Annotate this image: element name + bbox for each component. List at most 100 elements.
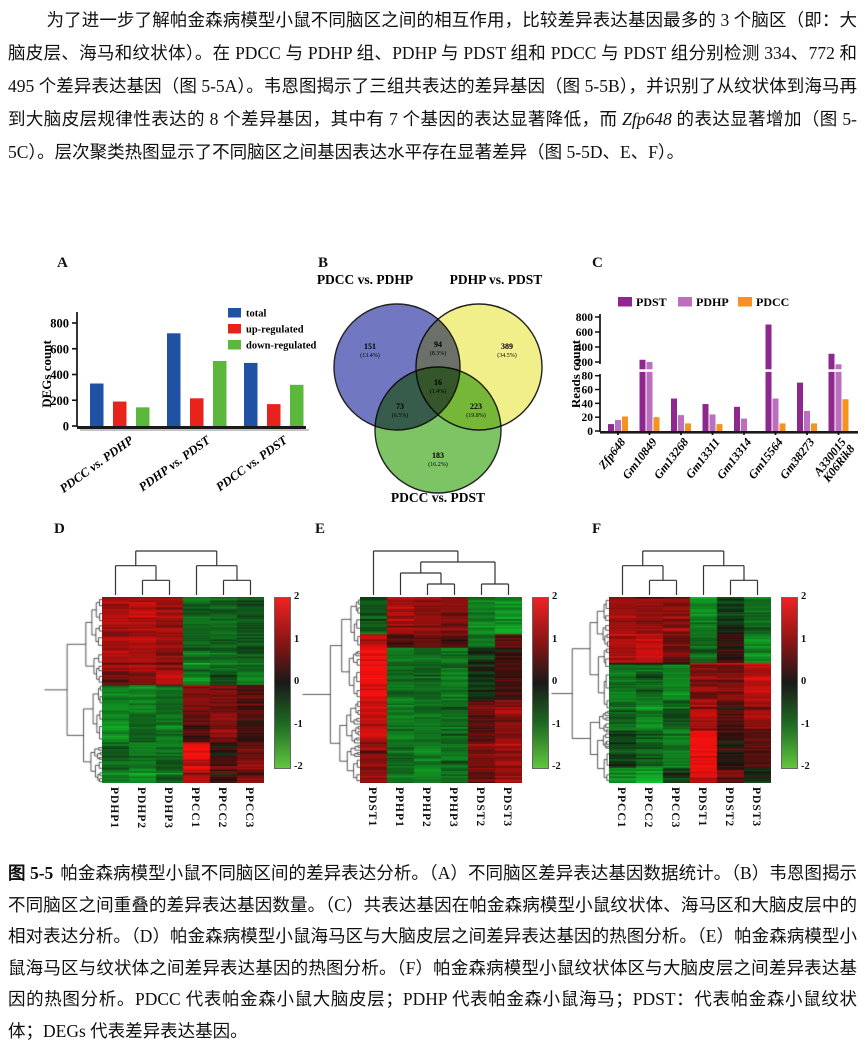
y-tick-label: 400 xyxy=(50,368,69,382)
panel-e: E 2 1 0 -1 -2 PDST1 PPHP1 PPHP2 PPHP3 PDST2 PDST3 xyxy=(288,515,561,863)
panel-e-letter: E xyxy=(315,521,326,537)
bar-total xyxy=(90,383,104,426)
figure-caption: 图 5-5 帕金森病模型小鼠不同脑区间的差异表达分析。（A）不同脑区差异表达基因数… xyxy=(8,858,857,1048)
panel-a-bar-chart: 0 200 400 600 800 DEGs count PDCC vs. PDHP PDHP… xyxy=(39,308,317,496)
venn-set-circle xyxy=(374,366,502,494)
heatmap-column-label: PPCC3 xyxy=(669,787,681,829)
bar-PDHP xyxy=(678,415,684,431)
heatmap-column-label: PDST2 xyxy=(474,787,486,828)
venn-region-count: 73 xyxy=(396,402,404,411)
bar-PDCC xyxy=(842,399,849,431)
panel-d-colorbar xyxy=(274,597,291,769)
heatmap-column-label: PDHP1 xyxy=(108,787,120,830)
colorbar-tick-label: 1 xyxy=(801,633,807,645)
panel-e-row-dendrogram xyxy=(300,597,360,783)
bar-PDCC xyxy=(779,423,786,431)
bar-up-regulated xyxy=(113,401,127,426)
legend-swatch xyxy=(228,340,241,350)
legend-label: total xyxy=(246,309,266,320)
bar-down-regulated xyxy=(290,384,304,426)
venn-region-percent: (13.4%) xyxy=(360,352,380,359)
colorbar-tick-label: -2 xyxy=(294,761,303,772)
caption-label: 图 5-5 xyxy=(8,863,54,883)
heatmap-column-label: PPHP2 xyxy=(420,787,432,828)
y-tick-label: 200 xyxy=(50,394,69,408)
bar-PDCC xyxy=(811,423,817,431)
x-axis-shadow xyxy=(80,429,309,431)
heatmap-column-label: PPCC3 xyxy=(243,787,255,829)
venn-region-percent: (34.5%) xyxy=(497,352,517,359)
venn-region-percent: (16.2%) xyxy=(428,461,448,468)
venn-circles xyxy=(333,303,543,494)
legend-label: PDCC xyxy=(756,295,789,309)
heatmap-column-label: PDST1 xyxy=(696,787,708,828)
venn-region-count: 223 xyxy=(470,402,482,411)
heatmap-column-label: PPCC2 xyxy=(642,787,654,829)
bar-PDHP xyxy=(646,362,653,431)
bar-PDHP xyxy=(835,364,842,431)
legend-swatch xyxy=(228,324,241,334)
y-tick-label: 800 xyxy=(50,317,69,331)
bar-down-regulated xyxy=(213,360,227,426)
panel-f-heatmap xyxy=(609,597,771,783)
colorbar-tick-label: 1 xyxy=(294,633,300,645)
bar-PDCC xyxy=(622,416,628,431)
figure-5-5: A 0 200 400 600 800 DEGs count PDCC vs. PDHP PD… xyxy=(39,250,865,863)
colorbar-tick-label: -1 xyxy=(801,718,810,730)
venn-region-count: 16 xyxy=(434,378,442,387)
heatmap-column-label: PPHP3 xyxy=(447,787,459,828)
bar-PDST xyxy=(671,398,677,431)
venn-set-title: PDCC vs. PDHP xyxy=(317,272,413,287)
colorbar-tick-label: 0 xyxy=(801,676,807,687)
heatmap-column-label: PPCC1 xyxy=(189,787,201,829)
colorbar-tick-label: 2 xyxy=(552,591,557,603)
panel-d-column-dendrogram xyxy=(114,550,252,595)
heatmap-column-label: PDST1 xyxy=(366,787,378,828)
panel-d-row-dendrogram xyxy=(42,597,102,783)
intro-text-2: 的表达显著增加（图 5-5C）。层次聚类热图显示了不同脑区之间基因表达水平存在显… xyxy=(8,108,858,162)
venn-region-count: 151 xyxy=(364,342,376,351)
bar-PDHP xyxy=(709,414,716,431)
legend-label: down-regulated xyxy=(246,341,317,352)
legend-label: PDST xyxy=(636,295,667,309)
bar-PDST xyxy=(608,424,614,431)
bar-total xyxy=(167,333,181,426)
legend-swatch xyxy=(618,297,632,307)
x-category-label: PDCC vs. PDST xyxy=(213,432,291,494)
x-axis xyxy=(77,426,306,429)
venn-region-count: 183 xyxy=(432,451,444,460)
legend-label: PDHP xyxy=(696,295,729,309)
legend-swatch xyxy=(228,308,241,318)
y-tick-label: 20 xyxy=(582,412,594,424)
panel-e-column-dendrogram xyxy=(372,550,510,595)
legend-swatch xyxy=(678,297,692,307)
panel-c: C 200 400 600 800 0 20 40 60 80 Reads count PDST PD… xyxy=(568,250,865,518)
bar-PDHP xyxy=(741,418,747,431)
axis-break-gap xyxy=(639,369,646,372)
panel-a-y-axis-title: DEGs count xyxy=(39,340,54,408)
venn-region-count: 94 xyxy=(434,340,442,349)
x-category-label: A330015K06Rik8 xyxy=(810,435,857,486)
y-tick-label: 40 xyxy=(582,398,594,410)
bar-PDST xyxy=(765,324,772,431)
panel-c-letter: C xyxy=(592,255,603,271)
colorbar-tick-label: 0 xyxy=(294,676,300,687)
caption-text: 帕金森病模型小鼠不同脑区间的差异表达分析。（A）不同脑区差异表达基因数据统计。（… xyxy=(8,863,858,1041)
bar-PDHP xyxy=(615,419,621,431)
y-tick-label: 400 xyxy=(576,342,594,354)
y-tick-label: 600 xyxy=(576,327,594,339)
venn-region-percent: (19.8%) xyxy=(466,412,486,419)
bar-PDHP xyxy=(772,398,779,431)
bar-total xyxy=(244,362,258,426)
axis-break-gap xyxy=(828,369,835,372)
bar-PDST xyxy=(797,382,803,431)
bar-down-regulated xyxy=(136,407,150,426)
venn-region-percent: (8.3%) xyxy=(430,350,447,357)
bar-up-regulated xyxy=(267,404,281,426)
y-tick-label: 600 xyxy=(50,342,69,356)
panel-d-letter: D xyxy=(54,521,65,537)
gene-name-italic: Zfp648 xyxy=(622,108,672,129)
bar-PDST xyxy=(702,404,709,431)
